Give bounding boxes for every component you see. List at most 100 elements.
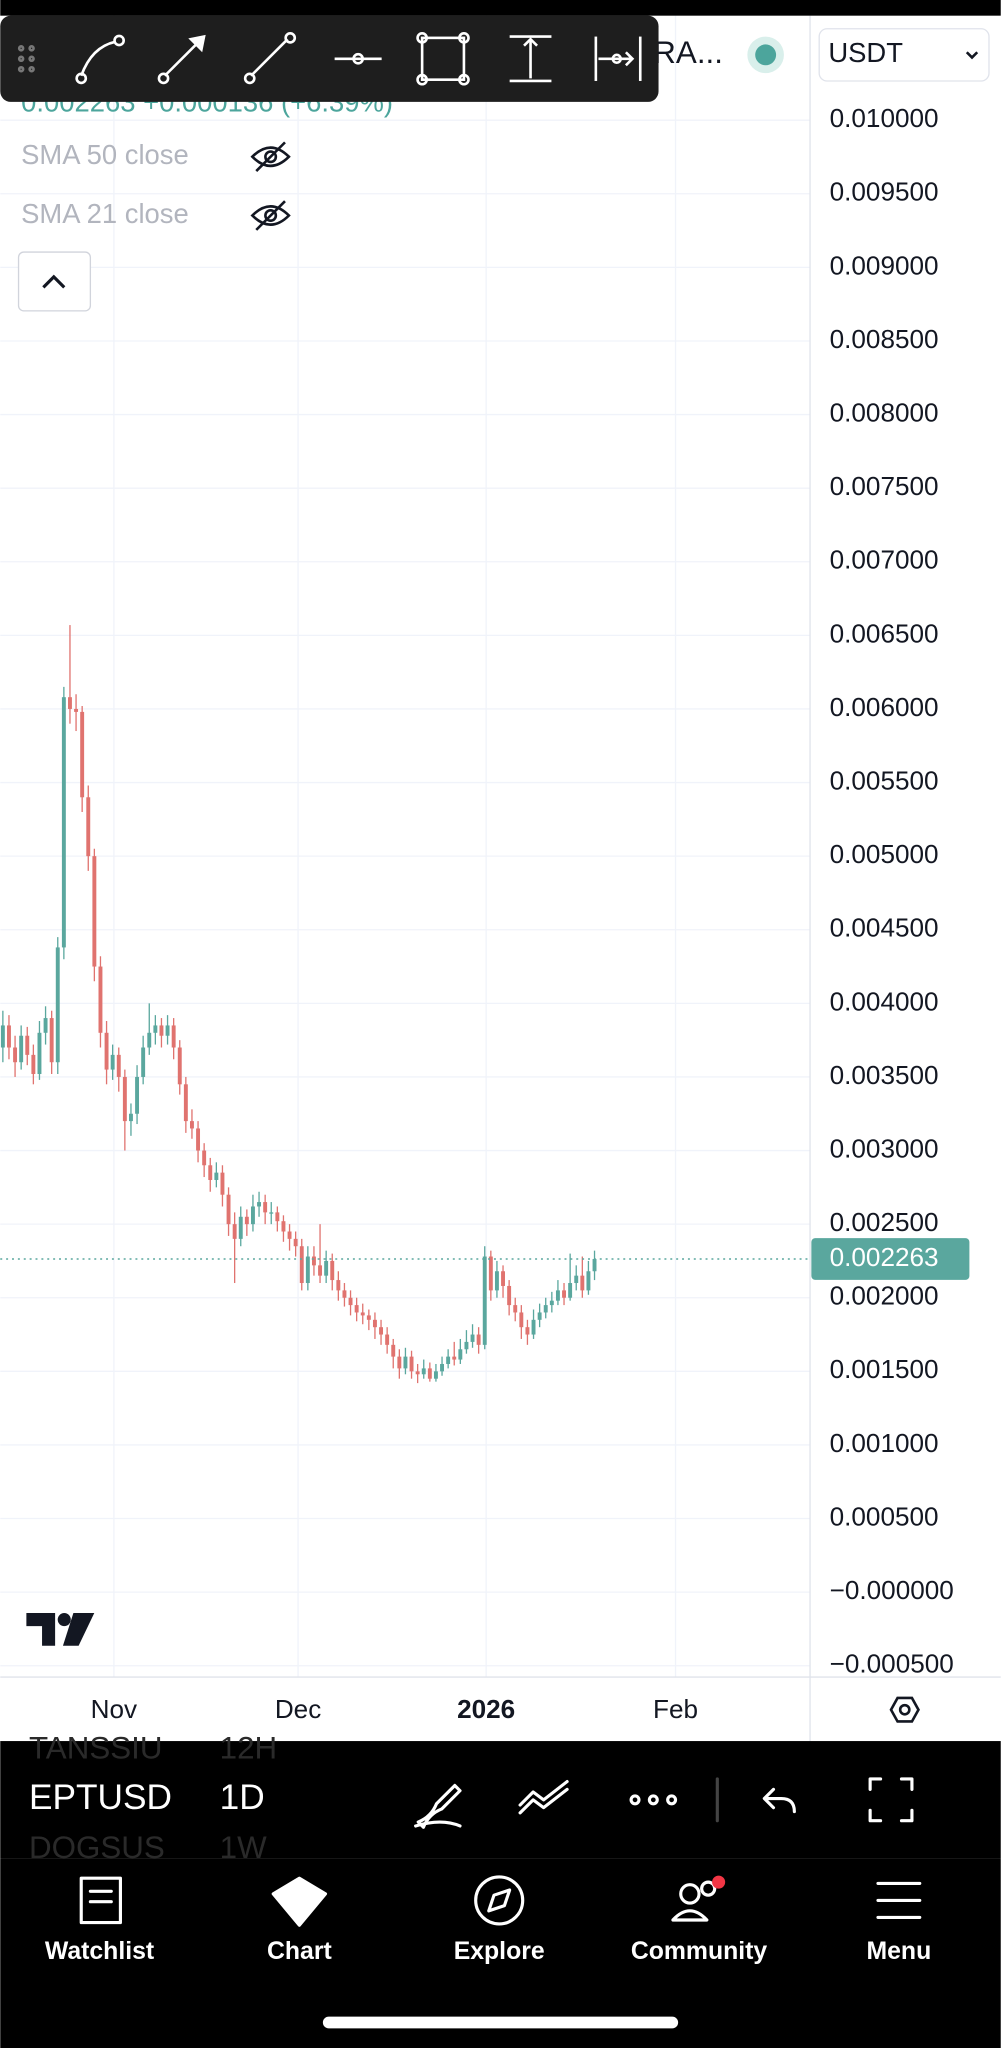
nav-label[interactable]: Explore (454, 1938, 545, 1965)
candle-body (293, 1238, 298, 1247)
candle-body (592, 1259, 597, 1272)
notification-dot (712, 1875, 726, 1889)
indicator-label: SMA 50 close (21, 139, 189, 170)
candle-body (440, 1363, 444, 1372)
candle-body (287, 1231, 292, 1239)
nav-label[interactable]: Watchlist (45, 1938, 154, 1965)
interval-picker[interactable]: 1D (220, 1778, 265, 1817)
y-tick-label: 0.010000 (830, 103, 939, 133)
candle-body (452, 1356, 457, 1360)
collapse-button[interactable] (17, 251, 92, 312)
candle-body (86, 797, 91, 857)
candle-body (366, 1315, 371, 1320)
y-tick-label: 0.004000 (830, 986, 939, 1016)
collapse-icon (42, 274, 66, 289)
toolbar-buttons[interactable] (414, 1777, 914, 1829)
currency[interactable]: USDT (828, 37, 903, 68)
nav-icons[interactable] (79, 1875, 922, 1927)
y-tick-label: 0.006000 (830, 692, 939, 722)
time-axis: Nov Dec 2026 Feb (91, 1694, 698, 1724)
y-tick-label: 0.003000 (830, 1133, 939, 1163)
candle-body (159, 1025, 164, 1036)
candle-body (354, 1305, 359, 1313)
symbol-picker[interactable]: EPTUSD (29, 1778, 172, 1817)
settings-icon[interactable] (889, 1696, 920, 1723)
candle-body (74, 708, 79, 712)
candle-body (488, 1256, 493, 1291)
candle-body (372, 1319, 377, 1328)
y-tick-label: −0.000500 (830, 1649, 954, 1679)
candle-body (116, 1054, 121, 1077)
candle-body (507, 1285, 512, 1306)
candle-body (226, 1194, 231, 1225)
x-tick-label: 2026 (457, 1694, 515, 1724)
candle-body (476, 1334, 481, 1345)
candle-body (37, 1032, 42, 1075)
candle-body (189, 1121, 194, 1129)
candle-body (171, 1025, 176, 1048)
x-tick-label: Feb (653, 1694, 698, 1724)
candle-body (49, 1018, 54, 1063)
candle-body (531, 1319, 536, 1335)
candle-body (61, 697, 66, 948)
candle-body (409, 1356, 414, 1372)
candle-body (122, 1076, 127, 1122)
nav-bar (0, 1858, 1001, 2048)
x-tick-label: Nov (91, 1694, 137, 1724)
candle-body (433, 1371, 438, 1379)
y-tick-label: −0.000000 (830, 1575, 954, 1605)
candle-body (250, 1206, 255, 1225)
picker-ghost: TANSSIU (29, 1730, 162, 1765)
home-indicator (322, 2016, 679, 2029)
last-price-box (811, 1238, 970, 1280)
y-tick-label: 0.006500 (830, 618, 939, 648)
price-axis: 0.010000 0.009500 0.009000 0.008500 0.008000… (811, 103, 970, 1679)
indicator-label: SMA 21 close (21, 198, 189, 229)
candle-body (208, 1165, 213, 1180)
candle-body (568, 1283, 573, 1298)
candle-body (104, 1032, 109, 1070)
y-tick-label: 0.007500 (830, 471, 939, 501)
candle-body (415, 1371, 420, 1375)
candle-body (281, 1221, 286, 1232)
chevron (965, 51, 979, 60)
candle-body (0, 1025, 5, 1048)
nav-label[interactable]: Community (631, 1938, 768, 1965)
candle-body (458, 1349, 463, 1360)
candle-body (128, 1113, 133, 1122)
candle-body (519, 1312, 524, 1328)
status-bar (0, 0, 1001, 16)
candle-body (269, 1212, 274, 1214)
y-tick-label: 0.009000 (830, 250, 939, 280)
candle-body (555, 1290, 560, 1301)
candle-body (513, 1305, 518, 1313)
candles (0, 625, 811, 1384)
candle-body (68, 697, 72, 709)
candle-body (147, 1032, 152, 1048)
candle-body (580, 1275, 585, 1291)
candle-body (183, 1084, 188, 1122)
candle-body (177, 1047, 182, 1085)
status-dot (755, 44, 777, 66)
toolbar-icons[interactable] (17, 32, 642, 86)
candle-body (324, 1260, 329, 1276)
candle-body (165, 1025, 170, 1036)
hidden-icon[interactable] (250, 141, 291, 231)
candle-body (537, 1312, 542, 1320)
currency-select[interactable] (818, 28, 990, 82)
candle-body (19, 1035, 24, 1063)
candle-body (330, 1260, 335, 1281)
candle-body (385, 1334, 390, 1345)
candle-body (98, 966, 103, 1033)
candle-body (464, 1341, 469, 1350)
candle-body (494, 1271, 499, 1291)
candle-body (305, 1256, 310, 1284)
candle-body (311, 1256, 316, 1266)
nav-label[interactable]: Chart (267, 1938, 332, 1965)
candle-body (501, 1271, 505, 1286)
candle-body (43, 1018, 48, 1033)
candle-body (482, 1256, 487, 1345)
nav-label[interactable]: Menu (866, 1938, 931, 1965)
y-tick-label: 0.004500 (830, 913, 939, 943)
